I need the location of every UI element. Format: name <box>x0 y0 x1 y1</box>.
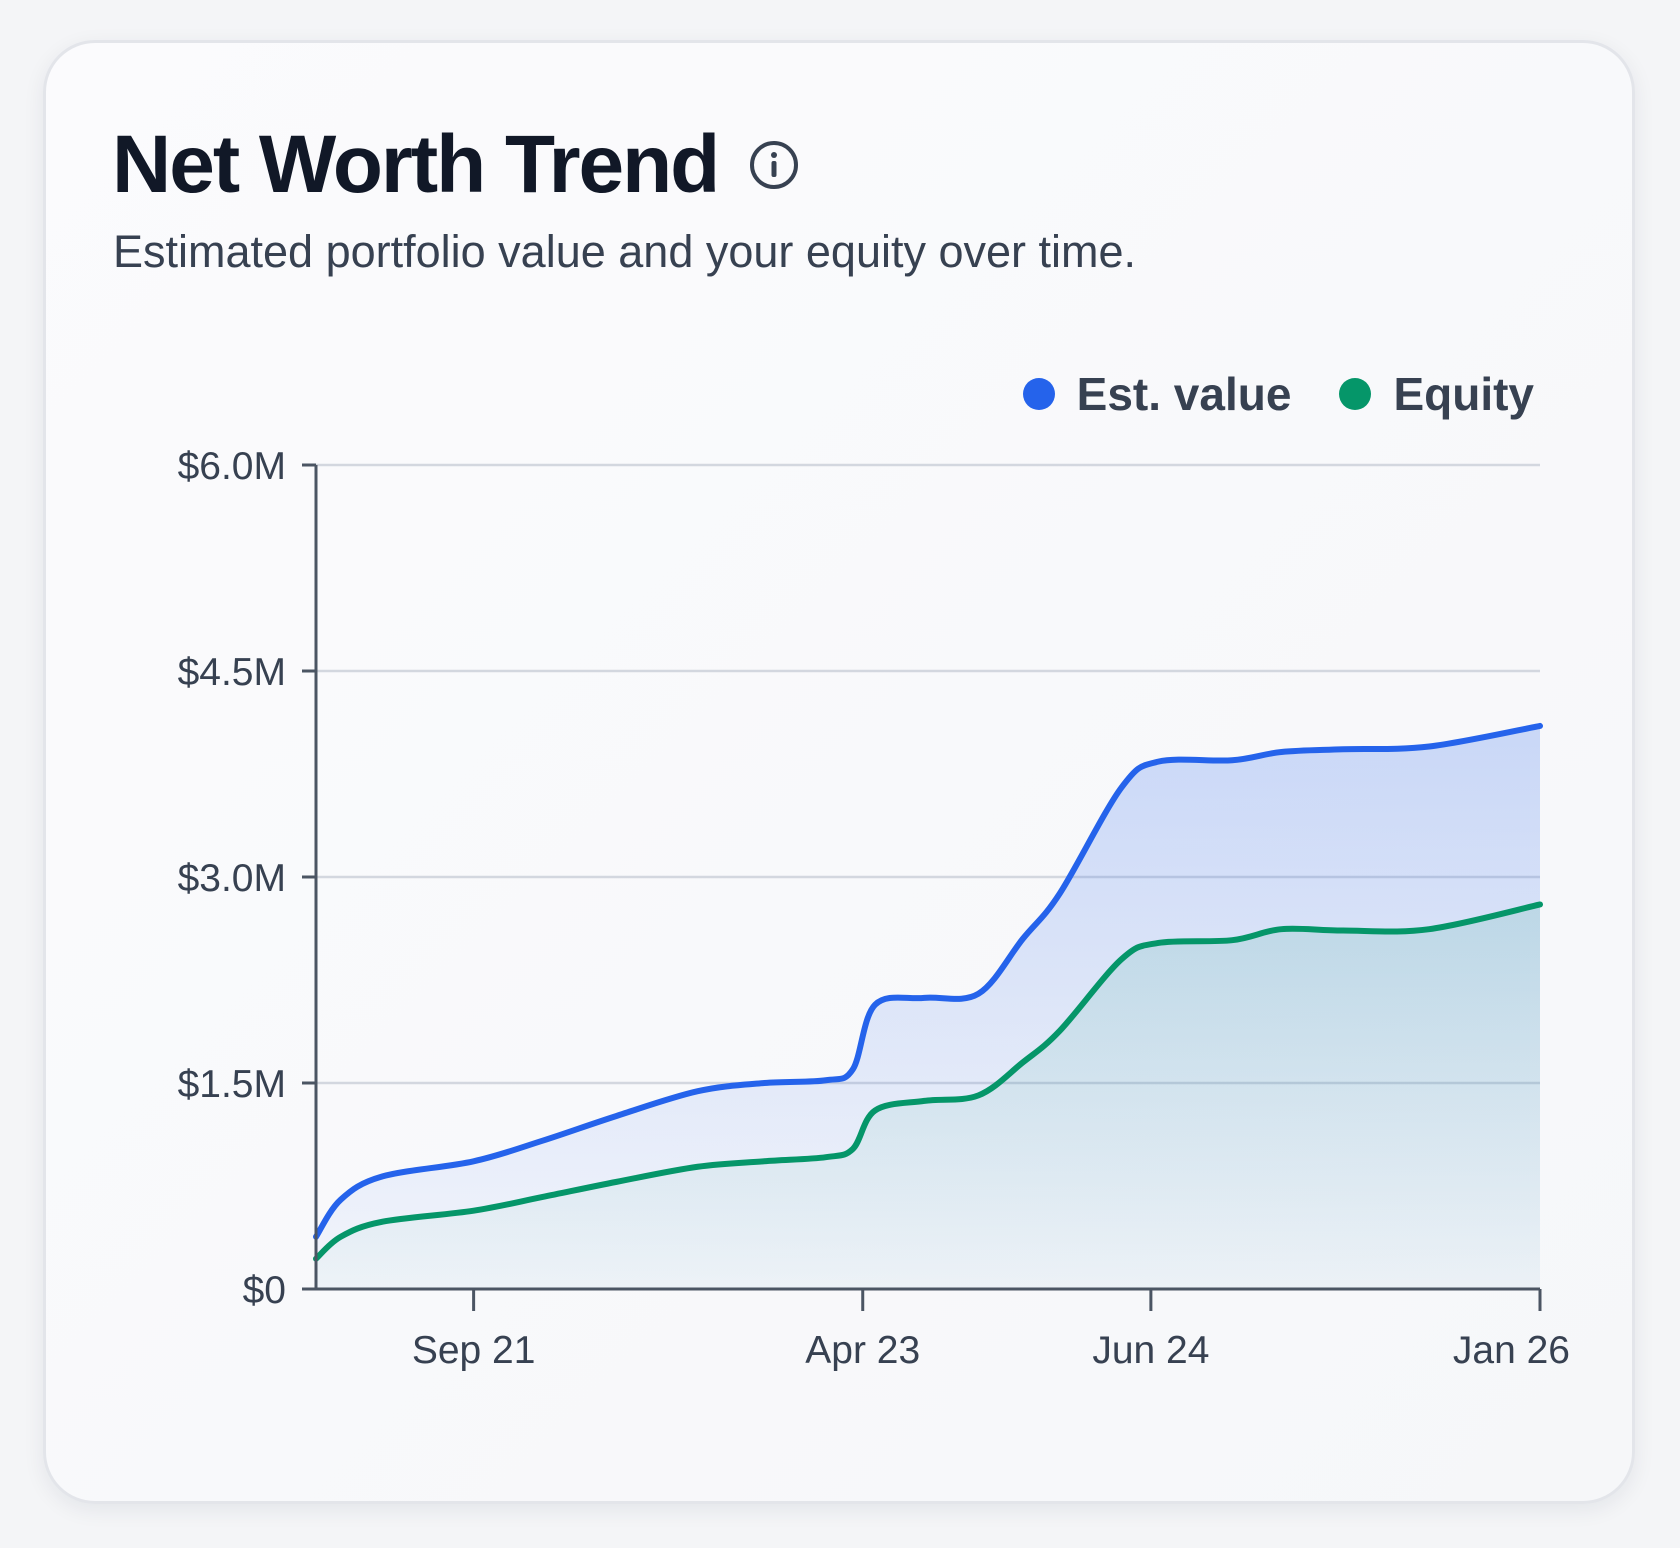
legend-label-est-value: Est. value <box>1076 368 1292 420</box>
x-tick-label: Apr 23 <box>805 1329 920 1372</box>
x-tick-label: Sep 21 <box>412 1329 536 1372</box>
series-line-equity <box>313 901 1543 1262</box>
legend-item-equity[interactable]: Equity <box>1339 371 1534 417</box>
x-tick-label: Jun 24 <box>1092 1329 1209 1372</box>
legend-swatch-equity <box>1339 378 1372 410</box>
area-layer <box>316 725 1540 1289</box>
title-row: Net Worth Trend <box>112 115 800 215</box>
info-icon[interactable] <box>748 139 800 191</box>
legend-swatch-est-value <box>1022 378 1055 410</box>
y-tick-label: $1.5M <box>178 1063 286 1106</box>
y-tick-label: $0 <box>243 1269 286 1312</box>
y-tick-label: $3.0M <box>178 857 286 900</box>
axis-layer: $0 $1.5M $3.0M $4.5M $6.0M Sep 21 Apr 23 Jun 24… <box>178 445 1570 1372</box>
x-tick-label: Jan 26 <box>1453 1329 1570 1372</box>
card-subtitle: Estimated portfolio value and your equit… <box>113 226 1137 277</box>
card-title: Net Worth Trend <box>112 119 720 210</box>
y-tick-label: $4.5M <box>178 651 286 694</box>
series-line-est-value <box>313 722 1543 1240</box>
area-equity <box>316 904 1540 1289</box>
chart-legend: Est. value Equity <box>1022 368 1534 420</box>
legend-item-est-value[interactable]: Est. value <box>1022 368 1292 420</box>
legend-label-equity: Equity <box>1393 368 1534 420</box>
y-tick-label: $6.0M <box>178 445 286 488</box>
line-layer <box>313 722 1543 1262</box>
